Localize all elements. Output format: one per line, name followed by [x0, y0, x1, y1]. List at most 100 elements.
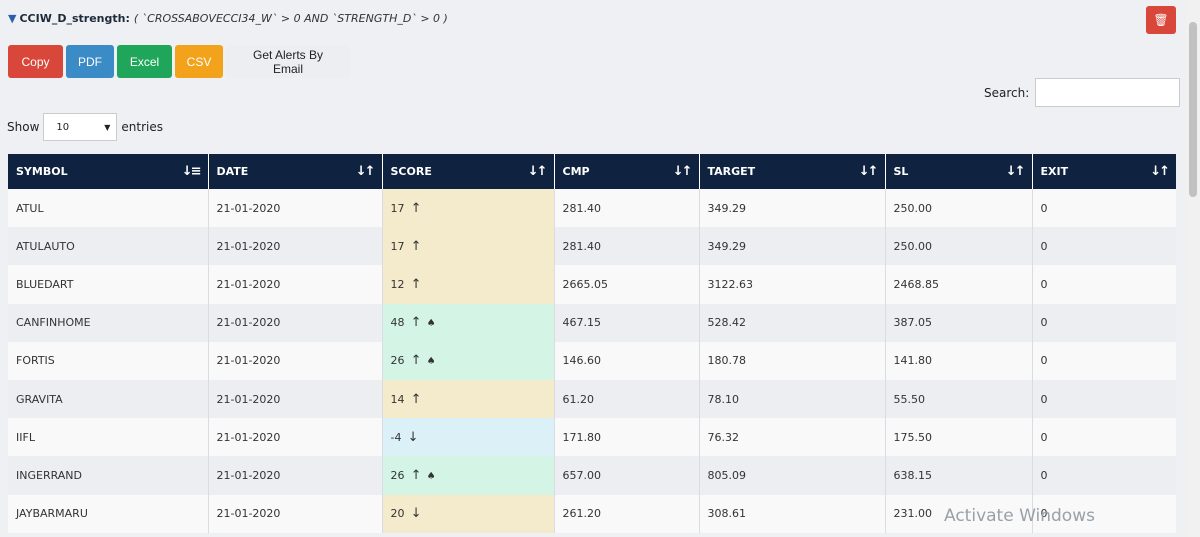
table-row[interactable]: FORTIS 21-01-2020 26 ↑ ♠ 146.60 180.78 141.80… — [8, 341, 1176, 380]
sort-icon[interactable]: ↓↑ — [858, 164, 879, 179]
search-input[interactable] — [1035, 78, 1181, 107]
date-cell: 21-01-2020 — [208, 456, 383, 495]
symbol-cell: ATULAUTO — [8, 227, 209, 266]
column-header-score[interactable]: SCORE ↓↑ — [382, 154, 555, 189]
exit-cell: 0 — [1032, 456, 1176, 495]
cmp-cell: 281.40 — [554, 189, 700, 228]
filter-icon[interactable]: ▼ — [8, 11, 17, 25]
score-cell: 12 ↑ — [382, 265, 555, 304]
exit-cell: 0 — [1032, 303, 1176, 342]
exit-cell: 0 — [1032, 341, 1176, 380]
score-value: 48 — [390, 316, 405, 330]
spade-icon: ♠ — [423, 470, 436, 482]
score-value: -4 — [390, 430, 402, 444]
score-cell: -4 ↓ — [382, 418, 555, 457]
arrow-up-icon: ↑ — [406, 238, 422, 254]
sort-icon[interactable]: ↓↑ — [1005, 164, 1026, 179]
column-header-label: SCORE — [390, 165, 432, 178]
sl-cell: 387.05 — [885, 303, 1033, 342]
copy-button[interactable]: Copy — [8, 45, 63, 78]
arrow-down-icon: ↓ — [406, 506, 422, 522]
exit-cell: 0 — [1032, 379, 1176, 419]
column-header-label: DATE — [216, 165, 249, 178]
score-value: 26 — [390, 468, 405, 482]
score-cell: 17 ↑ — [382, 227, 555, 266]
table-row[interactable]: INGERRAND 21-01-2020 26 ↑ ♠ 657.00 805.09 638… — [8, 456, 1176, 495]
sl-cell: 55.50 — [885, 379, 1033, 419]
exit-cell: 0 — [1032, 265, 1176, 304]
table-row[interactable]: GRAVITA 21-01-2020 14 ↑ 61.20 78.10 55.50 0 — [8, 379, 1176, 419]
target-cell: 349.29 — [699, 189, 886, 228]
arrow-down-icon: ↓ — [403, 429, 419, 445]
score-cell: 14 ↑ — [382, 379, 555, 419]
target-cell: 308.61 — [699, 494, 886, 533]
target-cell: 76.32 — [699, 418, 886, 457]
sort-icon[interactable]: ↓↑ — [355, 164, 376, 179]
symbol-cell: JAYBARMARU — [8, 494, 209, 533]
export-toolbar: Copy PDF Excel CSV Get Alerts By Email — [8, 45, 350, 78]
email-alerts-button[interactable]: Get Alerts By Email — [226, 45, 350, 78]
scrollbar-thumb[interactable] — [1189, 22, 1197, 197]
symbol-cell: INGERRAND — [8, 456, 209, 495]
score-cell: 26 ↑ ♠ — [382, 341, 555, 380]
page-length-control: Show 10 ▼ entries — [7, 113, 163, 141]
arrow-up-icon: ↑ — [406, 276, 422, 292]
arrow-up-icon: ↑ — [406, 200, 422, 216]
score-value: 20 — [390, 507, 405, 521]
cmp-cell: 657.00 — [554, 456, 700, 495]
delete-button[interactable]: 🗑 — [1146, 6, 1176, 34]
pdf-button[interactable]: PDF — [66, 45, 114, 78]
scrollbar[interactable] — [1186, 0, 1200, 537]
exit-cell: 0 — [1032, 494, 1176, 533]
cmp-cell: 281.40 — [554, 227, 700, 266]
date-cell: 21-01-2020 — [208, 379, 383, 419]
column-header-exit[interactable]: EXIT ↓↑ — [1032, 154, 1176, 189]
page-length-select[interactable]: 10 ▼ — [43, 113, 118, 141]
sort-icon[interactable]: ↓↑ — [672, 164, 693, 179]
score-cell: 17 ↑ — [382, 189, 555, 228]
table-row[interactable]: JAYBARMARU 21-01-2020 20 ↓ 261.20 308.61 231.… — [8, 494, 1176, 533]
score-value: 26 — [390, 354, 405, 368]
show-label: Show — [7, 120, 40, 134]
date-cell: 21-01-2020 — [208, 494, 383, 533]
sort-ascending-icon[interactable]: ↓≡ — [181, 164, 202, 179]
score-value: 14 — [390, 392, 405, 406]
cmp-cell: 61.20 — [554, 379, 700, 419]
column-header-date[interactable]: DATE ↓↑ — [208, 154, 383, 189]
arrow-up-icon: ↑ — [406, 353, 422, 369]
sort-icon[interactable]: ↓↑ — [1150, 164, 1170, 179]
cmp-cell: 171.80 — [554, 418, 700, 457]
date-cell: 21-01-2020 — [208, 265, 383, 304]
target-cell: 180.78 — [699, 341, 886, 380]
table-row[interactable]: ATUL 21-01-2020 17 ↑ 281.40 349.29 250.00 0 — [8, 189, 1176, 228]
page-length-value: 10 — [56, 121, 70, 133]
column-header-symbol[interactable]: SYMBOL ↓≡ — [8, 154, 209, 189]
score-cell: 20 ↓ — [382, 494, 555, 533]
table-row[interactable]: ATULAUTO 21-01-2020 17 ↑ 281.40 349.29 250.00… — [8, 227, 1176, 266]
exit-cell: 0 — [1032, 189, 1176, 228]
score-cell: 26 ↑ ♠ — [382, 456, 555, 495]
table-row[interactable]: CANFINHOME 21-01-2020 48 ↑ ♠ 467.15 528.42 38… — [8, 303, 1176, 342]
cmp-cell: 2665.05 — [554, 265, 700, 304]
column-header-sl[interactable]: SL ↓↑ — [885, 154, 1033, 189]
column-header-label: SL — [893, 165, 909, 178]
cmp-cell: 467.15 — [554, 303, 700, 342]
column-header-label: TARGET — [707, 165, 756, 178]
table-row[interactable]: IIFL 21-01-2020 -4 ↓ 171.80 76.32 175.50 0 — [8, 418, 1176, 457]
spade-icon: ♠ — [423, 356, 436, 368]
sl-cell: 250.00 — [885, 227, 1033, 266]
entries-label: entries — [121, 120, 163, 134]
score-cell: 48 ↑ ♠ — [382, 303, 555, 342]
csv-button[interactable]: CSV — [175, 45, 223, 78]
sl-cell: 250.00 — [885, 189, 1033, 228]
column-header-cmp[interactable]: CMP ↓↑ — [554, 154, 700, 189]
table-row[interactable]: BLUEDART 21-01-2020 12 ↑ 2665.05 3122.63 2468… — [8, 265, 1176, 304]
arrow-up-icon: ↑ — [406, 315, 422, 331]
symbol-cell: GRAVITA — [8, 379, 209, 419]
target-cell: 349.29 — [699, 227, 886, 266]
date-cell: 21-01-2020 — [208, 418, 383, 457]
column-header-target[interactable]: TARGET ↓↑ — [699, 154, 886, 189]
excel-button[interactable]: Excel — [117, 45, 172, 78]
symbol-cell: FORTIS — [8, 341, 209, 380]
sort-icon[interactable]: ↓↑ — [527, 164, 548, 179]
